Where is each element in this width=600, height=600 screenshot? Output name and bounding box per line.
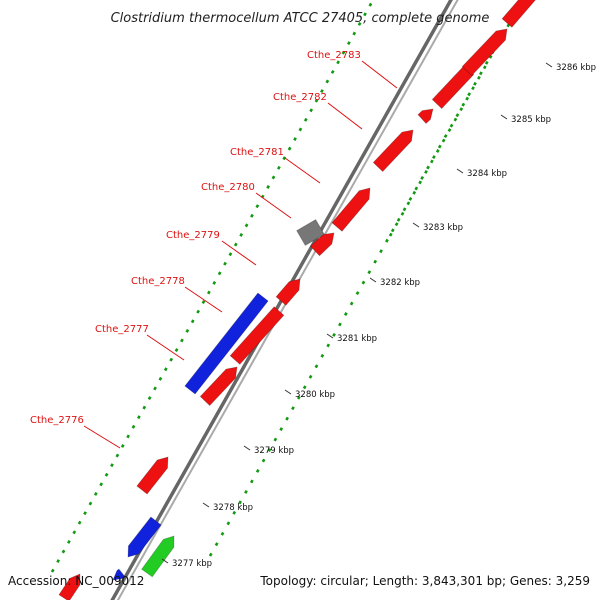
label-leader-line: [361, 60, 398, 89]
ruler-tick: [369, 277, 377, 283]
gene-block-other: [296, 219, 325, 246]
gene-arrow: [275, 278, 301, 306]
gene-arrow: [136, 456, 169, 495]
ruler-tick: [243, 445, 251, 451]
gene-arrow: [309, 232, 335, 257]
label-leader-line: [327, 102, 363, 130]
label-leader-lines: [83, 60, 398, 449]
ruler-tick-label: 3284 kbp: [467, 169, 507, 179]
gene-arrow: [372, 129, 414, 173]
ruler-tick-label: 3282 kbp: [380, 278, 420, 288]
gene-arrow: [501, 0, 536, 28]
ruler-tick-label: 3279 kbp: [254, 446, 294, 456]
gc-dot-line-inner-upper: [388, 0, 525, 237]
gene-label: Cthe_2778: [131, 276, 185, 287]
ruler-tick-label: 3281 kbp: [337, 334, 377, 344]
label-leader-line: [83, 425, 121, 449]
ruler-tick: [202, 502, 210, 508]
gene-arrow: [58, 573, 81, 600]
ruler-tick: [161, 558, 169, 564]
gene-arrow-reverse: [112, 568, 126, 581]
gene-label: Cthe_2783: [307, 50, 361, 61]
genome-summary-text: Topology: circular; Length: 3,843,301 bp…: [259, 574, 590, 588]
map-title: Clostridium thermocellum ATCC 27405, com…: [111, 11, 490, 26]
ruler-tick-label: 3280 kbp: [295, 390, 335, 400]
ruler-tick: [500, 114, 508, 120]
ruler-tick-label: 3283 kbp: [423, 223, 463, 233]
gene-arrow: [417, 108, 434, 124]
gene-arrow-rna: [141, 535, 175, 578]
gene-label: Cthe_2779: [166, 230, 220, 241]
gene-label: Cthe_2780: [201, 182, 255, 193]
backbone-gap: [104, 0, 446, 600]
gc-dot-line-outer: [50, 0, 375, 573]
gene-label: Cthe_2781: [230, 147, 284, 158]
gene-block-reverse: [184, 292, 269, 395]
gene-arrow: [331, 187, 371, 232]
gene-label: Cthe_2782: [273, 92, 327, 103]
label-leader-line: [221, 240, 257, 266]
label-leader-line: [284, 157, 321, 184]
ruler-tick: [545, 62, 553, 68]
gene-labels: Cthe_2776 Cthe_2777 Cthe_2778 Cthe_2779 Cthe…: [30, 50, 361, 426]
ruler-tick-label: 3277 kbp: [172, 559, 212, 569]
ruler-tick: [456, 168, 464, 174]
gene-track: [58, 0, 536, 600]
ruler-tick: [284, 389, 292, 395]
gene-arrow: [199, 366, 238, 407]
gene-arrow: [461, 28, 508, 77]
label-leader-line: [255, 192, 292, 219]
ruler-tick-label: 3286 kbp: [556, 63, 596, 73]
ruler-tick-label: 3278 kbp: [213, 503, 253, 513]
gc-content-dots: [50, 0, 525, 573]
gene-arrow: [229, 306, 285, 365]
gene-label: Cthe_2776: [30, 415, 84, 426]
label-leader-line: [184, 286, 223, 313]
ruler-tick-label: 3285 kbp: [511, 115, 551, 125]
accession-text: Accession: NC_009012: [8, 574, 144, 588]
ruler-ticks: 3277 kbp 3278 kbp 3279 kbp 3280 kbp 3281 kbp…: [161, 62, 596, 569]
gene-label: Cthe_2777: [95, 324, 149, 335]
label-leader-line: [146, 334, 185, 361]
gc-dot-line-inner-lower: [208, 24, 510, 557]
ruler-tick: [412, 222, 420, 228]
gene-arrow-reverse: [127, 516, 162, 558]
ruler-tick: [326, 333, 334, 339]
